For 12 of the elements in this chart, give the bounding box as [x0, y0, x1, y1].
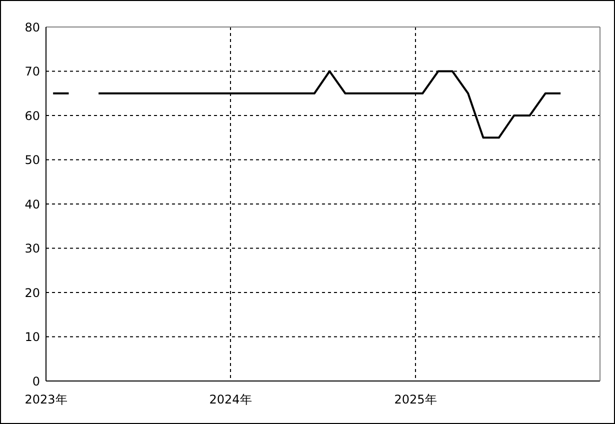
y-tick-label: 40	[24, 197, 40, 212]
y-tick-label: 0	[32, 374, 40, 388]
x-tick-label: 2024年	[209, 392, 252, 407]
y-tick-label: 10	[24, 330, 40, 344]
x-tick-label: 2023年	[24, 392, 68, 407]
x-tick-label: 2025年	[394, 392, 437, 407]
y-tick-label: 30	[24, 242, 40, 256]
y-tick-label: 80	[24, 20, 40, 34]
y-tick-label: 50	[24, 153, 40, 168]
y-tick-label: 60	[24, 108, 40, 123]
y-tick-label: 70	[24, 64, 40, 79]
y-tick-label: 20	[24, 286, 40, 300]
